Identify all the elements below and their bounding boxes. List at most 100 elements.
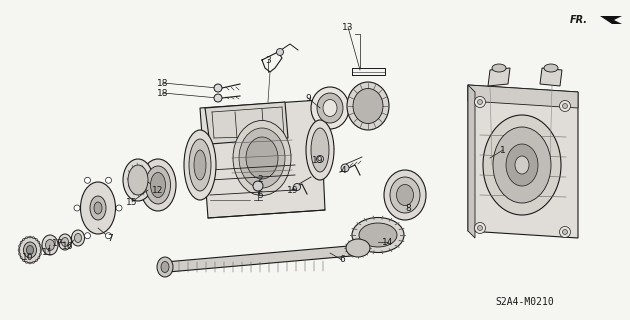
Ellipse shape	[311, 87, 349, 129]
Circle shape	[23, 260, 25, 261]
Circle shape	[40, 249, 42, 251]
Text: 13: 13	[342, 22, 354, 31]
Ellipse shape	[346, 239, 370, 257]
Ellipse shape	[246, 137, 278, 179]
Polygon shape	[468, 85, 578, 108]
Ellipse shape	[62, 237, 69, 246]
Ellipse shape	[233, 121, 291, 196]
Circle shape	[32, 236, 35, 239]
Ellipse shape	[146, 166, 171, 204]
Ellipse shape	[59, 234, 71, 250]
Circle shape	[559, 227, 571, 237]
Ellipse shape	[194, 150, 206, 180]
Ellipse shape	[390, 177, 420, 213]
Circle shape	[35, 238, 37, 241]
Text: 6: 6	[339, 255, 345, 265]
Polygon shape	[165, 245, 363, 272]
Ellipse shape	[359, 223, 397, 247]
Ellipse shape	[184, 130, 216, 200]
Polygon shape	[540, 68, 562, 86]
Circle shape	[116, 205, 122, 211]
Circle shape	[20, 241, 22, 243]
Text: 18: 18	[158, 78, 169, 87]
Text: 5: 5	[257, 190, 263, 199]
Circle shape	[26, 261, 28, 263]
Circle shape	[29, 236, 31, 238]
Ellipse shape	[353, 89, 383, 124]
Circle shape	[105, 177, 112, 183]
Circle shape	[32, 261, 35, 263]
Polygon shape	[488, 68, 510, 86]
Circle shape	[35, 260, 37, 261]
Text: 17: 17	[52, 238, 64, 247]
Ellipse shape	[352, 218, 404, 252]
Text: 4: 4	[340, 165, 346, 174]
Text: S2A4-M0210: S2A4-M0210	[496, 297, 554, 307]
Text: 9: 9	[305, 93, 311, 102]
Ellipse shape	[493, 127, 551, 203]
Ellipse shape	[42, 235, 58, 255]
Ellipse shape	[483, 115, 561, 215]
Text: 10: 10	[22, 252, 34, 261]
Text: 18: 18	[158, 89, 169, 98]
Ellipse shape	[311, 128, 329, 172]
Text: 15: 15	[126, 197, 138, 206]
Circle shape	[105, 233, 112, 239]
Ellipse shape	[90, 196, 106, 220]
Polygon shape	[468, 85, 578, 238]
Circle shape	[84, 177, 91, 183]
Circle shape	[341, 164, 349, 172]
Circle shape	[214, 94, 222, 102]
Circle shape	[563, 229, 568, 235]
Circle shape	[277, 49, 284, 55]
Ellipse shape	[45, 239, 55, 251]
Ellipse shape	[140, 159, 176, 211]
Circle shape	[253, 181, 263, 191]
Circle shape	[18, 245, 21, 247]
Ellipse shape	[544, 64, 558, 72]
Circle shape	[40, 245, 42, 247]
Ellipse shape	[151, 172, 166, 197]
Ellipse shape	[189, 139, 211, 191]
Circle shape	[74, 205, 80, 211]
Text: 1: 1	[500, 146, 506, 155]
Circle shape	[478, 100, 483, 105]
Circle shape	[563, 103, 568, 108]
Circle shape	[474, 222, 486, 234]
Ellipse shape	[384, 170, 426, 220]
Circle shape	[18, 253, 21, 255]
Text: 8: 8	[405, 204, 411, 212]
Circle shape	[84, 233, 91, 239]
Ellipse shape	[317, 93, 343, 123]
Text: 7: 7	[107, 234, 113, 243]
Ellipse shape	[19, 237, 41, 263]
Text: 19: 19	[287, 186, 299, 195]
Circle shape	[20, 257, 22, 259]
Polygon shape	[468, 85, 475, 238]
Polygon shape	[600, 16, 622, 24]
Text: 11: 11	[42, 247, 54, 257]
Ellipse shape	[74, 234, 81, 243]
Text: 19: 19	[312, 156, 324, 164]
Ellipse shape	[157, 257, 173, 277]
Circle shape	[559, 100, 571, 111]
Circle shape	[474, 97, 486, 108]
Ellipse shape	[323, 100, 337, 116]
Ellipse shape	[26, 245, 33, 254]
Ellipse shape	[239, 128, 285, 188]
Circle shape	[316, 156, 323, 163]
Polygon shape	[205, 102, 288, 144]
Ellipse shape	[506, 144, 538, 186]
Circle shape	[214, 84, 222, 92]
Ellipse shape	[515, 156, 529, 174]
Ellipse shape	[23, 242, 37, 258]
Ellipse shape	[347, 82, 389, 130]
Circle shape	[29, 262, 31, 264]
Ellipse shape	[306, 120, 334, 180]
Ellipse shape	[128, 165, 148, 195]
Circle shape	[38, 241, 40, 243]
Ellipse shape	[71, 230, 84, 246]
Text: 3: 3	[265, 55, 271, 65]
Circle shape	[26, 236, 28, 239]
Ellipse shape	[492, 64, 506, 72]
